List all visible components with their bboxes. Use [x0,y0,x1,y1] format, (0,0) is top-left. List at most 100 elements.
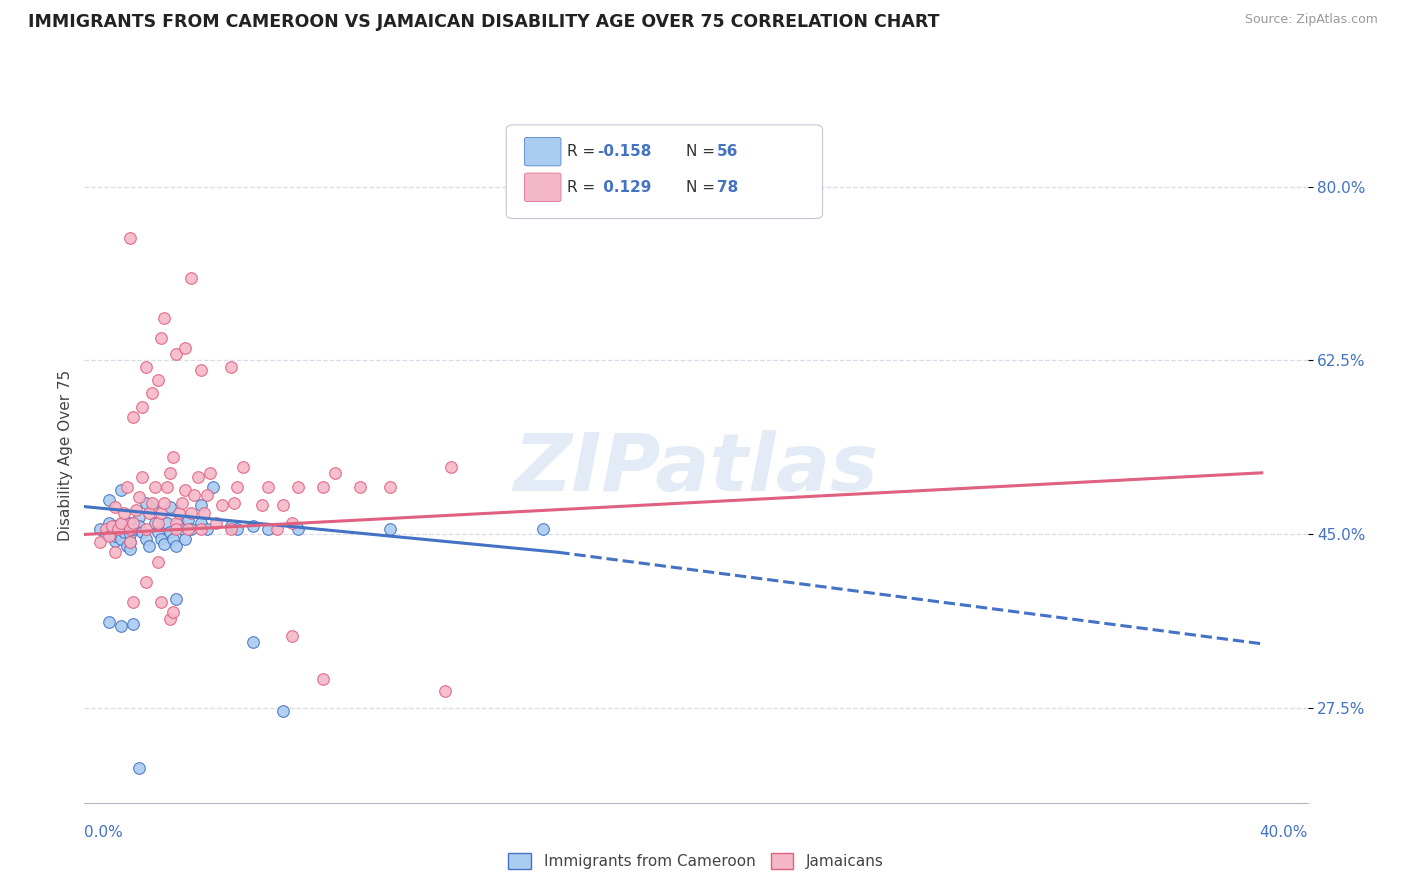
Point [172,523,194,537]
Point [149,506,172,520]
Point [104,500,127,514]
Point [110,533,132,547]
Point [128,509,150,524]
Point [149,331,172,345]
Point [120,535,142,549]
Point [219,523,242,537]
Point [219,519,242,533]
Point [312,480,335,494]
Point [177,523,200,537]
Point [266,523,288,537]
Point [146,525,169,540]
Point [104,545,127,559]
Point [174,483,197,497]
Point [146,373,169,387]
Point [104,534,127,549]
Point [138,540,160,554]
Point [281,516,304,530]
Point [135,533,157,547]
Point [104,519,127,533]
Point [174,341,197,355]
Point [122,616,145,631]
Point [153,310,176,325]
Point [131,525,153,540]
Point [112,506,135,520]
Point [531,523,554,537]
Point [97,516,120,530]
Point [143,480,166,494]
Point [125,502,148,516]
Point [219,360,242,375]
Point [97,492,120,507]
Point [183,488,205,502]
Point [167,506,190,520]
Point [226,480,249,494]
Point [149,533,172,547]
Point [97,529,120,543]
Point [159,612,181,626]
Point [94,523,117,537]
Text: R =: R = [567,180,600,194]
Text: IMMIGRANTS FROM CAMEROON VS JAMAICAN DISABILITY AGE OVER 75 CORRELATION CHART: IMMIGRANTS FROM CAMEROON VS JAMAICAN DIS… [28,13,939,31]
Point [131,401,153,415]
Point [180,506,202,520]
Point [165,540,187,554]
Point [165,516,187,530]
Point [146,516,169,530]
Point [156,480,179,494]
Point [122,410,145,425]
Text: N =: N = [686,180,720,194]
Point [141,386,163,401]
Point [131,470,153,484]
Point [146,555,169,569]
Point [190,516,212,530]
Point [112,525,135,540]
Point [110,516,132,530]
Text: 56: 56 [717,145,738,159]
Point [138,506,160,520]
Point [287,480,309,494]
Point [115,540,138,554]
Point [250,498,273,512]
Point [153,537,176,551]
Point [135,360,157,375]
Point [122,595,145,609]
Point [180,271,202,285]
Legend: Immigrants from Cameroon, Jamaicans: Immigrants from Cameroon, Jamaicans [502,847,890,875]
Point [159,466,181,480]
Point [167,516,190,530]
Point [159,525,181,540]
Point [201,480,224,494]
Point [198,466,221,480]
Text: 0.0%: 0.0% [84,825,124,840]
Point [186,470,208,484]
Point [135,523,157,537]
Point [110,619,132,633]
Point [94,527,117,541]
Point [174,533,197,547]
Point [257,480,280,494]
Point [120,535,142,549]
Point [242,634,264,648]
Point [165,523,187,537]
Point [205,516,228,530]
Point [149,595,172,609]
Point [107,523,129,537]
Point [440,459,463,474]
Point [128,761,150,775]
Point [224,495,246,509]
Point [165,346,187,360]
Point [226,523,249,537]
Point [159,500,181,514]
Point [128,519,150,533]
Point [190,498,212,512]
Point [232,459,254,474]
Text: 40.0%: 40.0% [1260,825,1308,840]
Point [120,516,142,530]
Point [122,516,145,530]
Text: 0.129: 0.129 [598,180,651,194]
Point [97,615,120,629]
Point [128,490,150,504]
Point [180,523,202,537]
Point [190,523,212,537]
